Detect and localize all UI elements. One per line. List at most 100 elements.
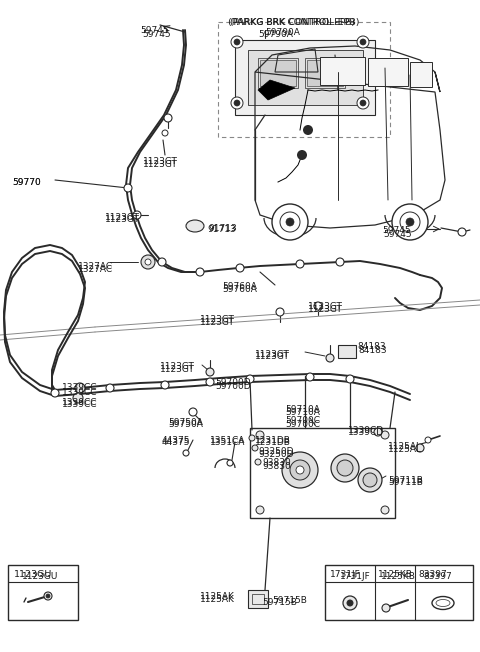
Circle shape xyxy=(246,375,254,383)
Text: (PARKG BRK CONTROL-EPB): (PARKG BRK CONTROL-EPB) xyxy=(228,18,360,27)
Text: 1339CC: 1339CC xyxy=(62,400,97,409)
Text: 1339CC: 1339CC xyxy=(62,383,97,392)
Text: 1123GU: 1123GU xyxy=(22,572,59,581)
Text: 1123GT: 1123GT xyxy=(308,305,343,314)
Text: 1339CC: 1339CC xyxy=(62,398,97,407)
Text: 1351CA: 1351CA xyxy=(210,436,245,445)
Circle shape xyxy=(256,506,264,514)
Text: 1123GT: 1123GT xyxy=(200,315,235,324)
Text: 1123GT: 1123GT xyxy=(255,352,290,361)
Circle shape xyxy=(256,431,264,439)
Circle shape xyxy=(358,468,382,492)
Bar xyxy=(260,60,296,86)
Text: 1327AC: 1327AC xyxy=(78,262,113,271)
Circle shape xyxy=(374,428,382,436)
Circle shape xyxy=(206,378,214,386)
Circle shape xyxy=(346,375,354,383)
Bar xyxy=(305,58,345,88)
Text: 1123GT: 1123GT xyxy=(143,160,178,169)
Circle shape xyxy=(44,592,52,600)
Text: 59711B: 59711B xyxy=(388,478,423,487)
Text: 1231DB: 1231DB xyxy=(255,436,291,445)
Circle shape xyxy=(189,408,197,416)
Text: 59711B: 59711B xyxy=(388,476,423,485)
Circle shape xyxy=(51,389,59,397)
Circle shape xyxy=(331,454,359,482)
Text: 1125KB: 1125KB xyxy=(378,570,413,579)
Bar xyxy=(248,50,363,105)
Bar xyxy=(368,58,408,86)
Circle shape xyxy=(458,228,466,236)
Text: 1123GT: 1123GT xyxy=(143,157,178,166)
Circle shape xyxy=(73,393,83,403)
Bar xyxy=(252,594,264,604)
Circle shape xyxy=(425,437,431,443)
Circle shape xyxy=(158,258,166,266)
Text: 1123GT: 1123GT xyxy=(200,318,235,327)
Circle shape xyxy=(124,184,132,192)
Text: 1123GT: 1123GT xyxy=(308,302,343,311)
Text: (PARKG BRK CONTROL-EPB): (PARKG BRK CONTROL-EPB) xyxy=(230,18,355,27)
Circle shape xyxy=(183,450,189,456)
Circle shape xyxy=(162,130,168,136)
Circle shape xyxy=(357,36,369,48)
Bar xyxy=(320,57,365,85)
Circle shape xyxy=(382,604,390,612)
Circle shape xyxy=(416,444,424,452)
Circle shape xyxy=(357,97,369,109)
Text: 59715B: 59715B xyxy=(272,596,307,605)
Text: 83397: 83397 xyxy=(418,570,447,579)
Text: 93250D: 93250D xyxy=(258,450,293,459)
Circle shape xyxy=(145,259,151,265)
Bar xyxy=(8,565,78,620)
Bar xyxy=(258,58,298,88)
Circle shape xyxy=(196,268,204,276)
Text: 59745: 59745 xyxy=(142,30,170,39)
Circle shape xyxy=(363,473,377,487)
Text: 91713: 91713 xyxy=(207,225,236,234)
Circle shape xyxy=(234,39,240,45)
Text: 1123GU: 1123GU xyxy=(14,570,52,579)
Text: 1125AK: 1125AK xyxy=(200,592,235,601)
Text: 84183: 84183 xyxy=(358,346,386,355)
Circle shape xyxy=(381,506,389,514)
Text: 59700D: 59700D xyxy=(215,382,251,391)
Circle shape xyxy=(227,460,233,466)
Text: 59790A: 59790A xyxy=(258,30,293,39)
Text: 1339CC: 1339CC xyxy=(62,388,97,397)
Text: 1123GT: 1123GT xyxy=(105,215,140,224)
Text: 1231DB: 1231DB xyxy=(255,438,291,447)
Bar xyxy=(235,40,375,115)
Text: 59760A: 59760A xyxy=(222,282,257,291)
Text: 59790A: 59790A xyxy=(265,28,300,37)
Circle shape xyxy=(231,36,243,48)
Circle shape xyxy=(276,308,284,316)
Text: 1125AL: 1125AL xyxy=(388,442,422,451)
Circle shape xyxy=(286,218,294,226)
Text: 83397: 83397 xyxy=(423,572,452,581)
Polygon shape xyxy=(258,80,295,100)
Text: 1125AL: 1125AL xyxy=(388,445,422,454)
Circle shape xyxy=(272,204,308,240)
Circle shape xyxy=(255,459,261,465)
Ellipse shape xyxy=(436,599,450,606)
Text: 1123GT: 1123GT xyxy=(160,362,195,371)
Text: 91713: 91713 xyxy=(208,224,237,233)
Circle shape xyxy=(347,600,353,606)
Circle shape xyxy=(406,218,414,226)
Circle shape xyxy=(381,431,389,439)
Circle shape xyxy=(296,466,304,474)
Circle shape xyxy=(206,368,214,376)
Text: 93250D: 93250D xyxy=(258,447,293,456)
Text: 1731JF: 1731JF xyxy=(340,572,371,581)
Text: 59745: 59745 xyxy=(382,226,410,235)
Text: 1339CD: 1339CD xyxy=(348,426,384,435)
Circle shape xyxy=(326,354,334,362)
Circle shape xyxy=(46,594,50,598)
Text: 59700C: 59700C xyxy=(285,416,320,425)
Text: 1123GT: 1123GT xyxy=(105,213,140,222)
Text: 1731JF: 1731JF xyxy=(330,570,361,579)
Circle shape xyxy=(106,384,114,392)
Text: 59750A: 59750A xyxy=(168,420,203,429)
Ellipse shape xyxy=(186,220,204,232)
